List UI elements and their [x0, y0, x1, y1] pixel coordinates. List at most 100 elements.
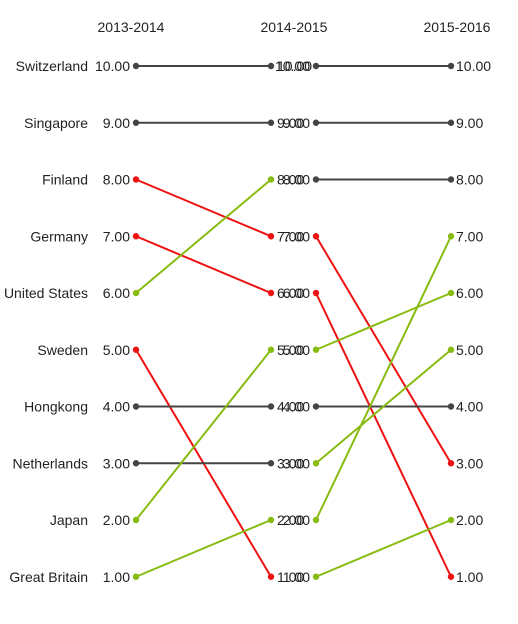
- slope-line: [135, 349, 272, 521]
- rank-tick-label: 3.00: [103, 455, 130, 471]
- country-label: Finland: [42, 172, 88, 188]
- data-point: [447, 516, 455, 524]
- data-point: [267, 119, 275, 126]
- rank-tick-label: 1.00: [456, 569, 483, 585]
- data-point: [132, 516, 140, 524]
- rank-tick-label: 4.00: [103, 399, 130, 415]
- data-point: [132, 346, 140, 353]
- slope-line: [315, 292, 452, 351]
- country-label: Hongkong: [24, 399, 88, 415]
- rank-tick-label: 9.00: [456, 115, 483, 131]
- rank-tick-label: 2.00: [277, 512, 304, 528]
- data-point: [267, 516, 275, 524]
- rank-tick-label: 5.00: [277, 342, 304, 358]
- data-point: [132, 119, 140, 126]
- data-point: [312, 460, 320, 467]
- rank-tick-label: 9.00: [103, 115, 130, 131]
- rank-tick-label: 5.00: [103, 342, 130, 358]
- rank-tick-label: 3.00: [456, 455, 483, 471]
- data-point: [267, 233, 275, 240]
- data-point: [132, 289, 140, 297]
- rank-tick-label: 6.00: [283, 285, 310, 301]
- rank-tick-label: 2.00: [456, 512, 483, 528]
- data-point: [312, 176, 320, 183]
- rank-tick-label: 4.00: [283, 399, 310, 415]
- slope-line: [315, 235, 452, 464]
- data-point: [132, 233, 140, 240]
- period-header: 2014-2015: [261, 19, 328, 35]
- rank-tick-label: 5.00: [283, 342, 310, 358]
- rank-tick-label: 2.00: [283, 512, 310, 528]
- rank-tick-label: 9.00: [283, 115, 310, 131]
- slope-line: [315, 519, 452, 578]
- data-point: [312, 289, 320, 297]
- data-point: [132, 403, 140, 410]
- rank-tick-label: 5.00: [456, 342, 483, 358]
- slope-line: [135, 235, 272, 294]
- data-point: [132, 176, 140, 183]
- slope-line: [135, 519, 272, 578]
- country-label: Germany: [30, 228, 88, 244]
- data-point: [132, 573, 140, 580]
- data-point: [267, 289, 275, 297]
- rank-tick-label: 7.00: [456, 228, 483, 244]
- rank-tick-label: 8.00: [103, 172, 130, 188]
- data-point: [267, 346, 275, 353]
- data-point: [312, 403, 320, 410]
- rank-tick-label: 7.00: [283, 228, 310, 244]
- rank-tick-label: 8.00: [283, 172, 310, 188]
- data-point: [267, 176, 275, 183]
- rank-tick-label: 1.00: [277, 569, 304, 585]
- data-point: [447, 460, 455, 467]
- data-point: [447, 119, 455, 126]
- rank-tick-label: 4.00: [277, 399, 304, 415]
- data-point: [447, 346, 455, 353]
- data-point: [267, 573, 275, 580]
- country-label: Sweden: [37, 342, 88, 358]
- rank-tick-label: 7.00: [277, 228, 304, 244]
- slope-line: [315, 292, 452, 578]
- rank-tick-label: 6.00: [103, 285, 130, 301]
- data-point: [312, 119, 320, 126]
- country-label: United States: [4, 285, 88, 301]
- slope-line: [135, 178, 272, 294]
- slope-line: [315, 348, 452, 465]
- data-point: [312, 516, 320, 524]
- country-label: Great Britain: [9, 569, 88, 585]
- rank-tick-label: 2.00: [103, 512, 130, 528]
- data-point: [132, 62, 140, 70]
- country-label: Switzerland: [16, 58, 88, 74]
- data-point: [312, 346, 320, 353]
- data-point: [447, 573, 455, 580]
- country-label: Japan: [50, 512, 88, 528]
- rank-tick-label: 10.00: [95, 58, 130, 74]
- country-label: Singapore: [24, 115, 88, 131]
- data-point: [447, 289, 455, 297]
- data-point: [447, 176, 455, 183]
- rank-tick-label: 7.00: [103, 228, 130, 244]
- rank-tick-label: 8.00: [277, 172, 304, 188]
- data-point: [447, 403, 455, 410]
- data-point: [267, 62, 275, 70]
- rank-tick-label: 10.00: [277, 58, 312, 74]
- data-point: [447, 62, 455, 70]
- data-point: [312, 62, 320, 70]
- rank-tick-label: 6.00: [277, 285, 304, 301]
- data-point: [312, 233, 320, 240]
- data-point: [267, 460, 275, 467]
- rank-tick-label: 10.00: [275, 58, 310, 74]
- data-point: [267, 403, 275, 410]
- data-point: [447, 233, 455, 240]
- slope-line: [315, 235, 452, 521]
- slope-line: [135, 178, 272, 238]
- rank-tick-label: 8.00: [456, 172, 483, 188]
- rank-tick-label: 3.00: [277, 455, 304, 471]
- data-point: [132, 460, 140, 467]
- rank-tick-label: 10.00: [456, 58, 491, 74]
- country-label: Netherlands: [13, 455, 89, 471]
- data-point: [312, 573, 320, 580]
- period-header: 2015-2016: [424, 19, 491, 35]
- rank-tick-label: 9.00: [277, 115, 304, 131]
